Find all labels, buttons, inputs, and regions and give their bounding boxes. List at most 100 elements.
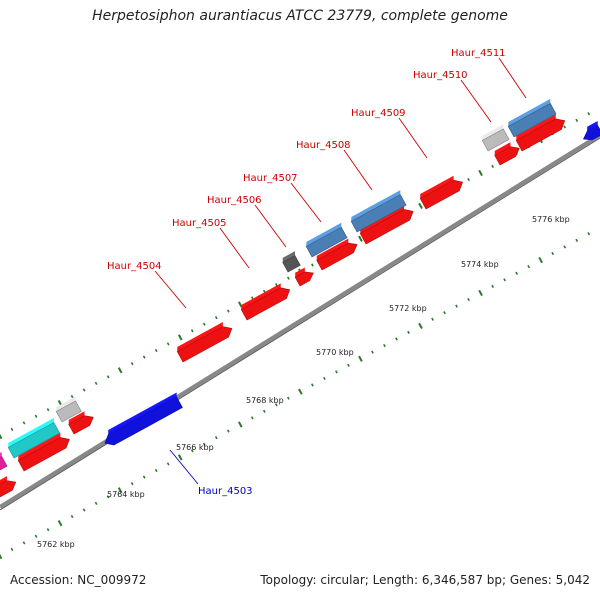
lower-tick — [70, 514, 74, 519]
lower-tick — [395, 337, 398, 341]
gene-steelblue — [305, 226, 348, 258]
gene-forward — [17, 437, 70, 472]
map-title: Herpetosiphon aurantiacus ATCC 23779, co… — [92, 8, 508, 24]
upper-tick — [10, 427, 14, 432]
upper-tick — [478, 169, 483, 177]
lower-tick — [177, 454, 183, 461]
gene-label-leader — [154, 270, 187, 309]
lower-tick — [431, 317, 434, 321]
upper-tick — [142, 355, 146, 359]
lower-tick — [142, 475, 146, 479]
gene-label-leader — [460, 79, 492, 123]
lower-tick — [202, 442, 206, 446]
gene-reverse — [104, 396, 183, 446]
lower-tick — [563, 245, 567, 249]
lower-tick — [46, 528, 50, 532]
gene-forward — [494, 146, 520, 166]
lower-tick — [154, 468, 158, 473]
gene-steelblue — [507, 103, 557, 138]
upper-tick — [154, 348, 158, 353]
lower-tick — [407, 330, 410, 335]
gene-forward — [0, 480, 17, 498]
scale-label: 5774 kbp — [461, 260, 499, 269]
lower-tick — [286, 396, 290, 400]
lower-tick — [383, 343, 386, 348]
upper-tick — [467, 177, 470, 182]
lower-tick — [82, 508, 86, 512]
gene-forward-top — [516, 114, 556, 141]
gene-cyan — [7, 422, 61, 459]
upper-tick — [177, 334, 183, 341]
gene-forward — [359, 209, 414, 245]
upper-tick — [214, 316, 218, 320]
gene-label-leader — [398, 117, 428, 159]
gene-forward-top — [316, 238, 349, 261]
upper-tick — [202, 322, 206, 326]
upper-tick — [491, 164, 494, 168]
gene-label: Haur_4509 — [351, 108, 406, 119]
gene-forward — [240, 287, 291, 321]
gene-magenta-top — [0, 452, 2, 458]
lower-tick — [94, 501, 98, 506]
lower-tick — [587, 232, 591, 236]
gene-label-leader — [343, 149, 373, 191]
lower-tick — [130, 482, 134, 486]
lower-tick — [0, 553, 3, 560]
gene-darkgray-top — [282, 251, 295, 263]
gene-gray — [55, 400, 82, 423]
lower-tick — [166, 462, 170, 466]
lower-tick — [347, 363, 350, 367]
lower-tick — [57, 520, 63, 527]
gene-reverse-top — [587, 120, 598, 132]
gene-label: Haur_4506 — [207, 195, 262, 206]
upper-tick — [190, 329, 194, 333]
gene-label-leader — [498, 57, 527, 99]
gene-steelblue-top — [508, 98, 551, 127]
backbone-shadow — [0, 137, 600, 511]
accession-text: Accession: NC_009972 — [10, 573, 147, 587]
gene-gray-top — [482, 124, 504, 141]
gene-label: Haur_4503 — [198, 486, 253, 497]
lower-tick — [22, 541, 26, 545]
gene-steelblue-top — [351, 190, 401, 222]
upper-tick — [587, 112, 591, 116]
gene-cyan-top — [8, 418, 54, 448]
backbone-line — [0, 133, 600, 509]
gene-label-leader — [169, 449, 199, 485]
scale-label: 5764 kbp — [107, 490, 145, 499]
lower-tick — [538, 256, 543, 264]
upper-tick — [117, 367, 123, 374]
upper-tick — [94, 381, 98, 386]
scale-label: 5770 kbp — [316, 348, 354, 357]
lower-tick — [335, 370, 338, 374]
lower-tick — [515, 271, 519, 275]
gene-forward-top — [295, 267, 305, 278]
topology-text: Topology: circular; Length: 6,346,587 bp… — [260, 573, 590, 587]
lower-tick — [467, 297, 470, 302]
lower-tick — [262, 409, 266, 413]
gene-label-leader — [290, 182, 322, 223]
lower-tick — [237, 421, 243, 428]
gene-forward-top — [494, 142, 511, 156]
gene-steelblue — [350, 194, 407, 233]
upper-tick — [418, 202, 423, 209]
gene-forward — [515, 118, 566, 152]
lower-tick — [250, 416, 254, 420]
lower-tick — [455, 304, 458, 308]
gene-label: Haur_4504 — [107, 261, 162, 272]
lower-tick — [117, 487, 123, 494]
gene-label: Haur_4510 — [413, 70, 468, 81]
lower-tick — [551, 251, 555, 256]
gene-magenta — [0, 456, 8, 471]
upper-tick — [82, 388, 86, 392]
gene-forward-top — [0, 476, 7, 485]
upper-tick — [70, 394, 74, 399]
scale-label: 5766 kbp — [176, 443, 214, 452]
upper-tick — [166, 342, 170, 346]
gene-darkgray — [282, 255, 301, 273]
lower-tick — [190, 449, 194, 453]
scale-label: 5772 kbp — [389, 304, 427, 313]
lower-tick — [10, 547, 14, 552]
lower-tick — [274, 403, 278, 407]
